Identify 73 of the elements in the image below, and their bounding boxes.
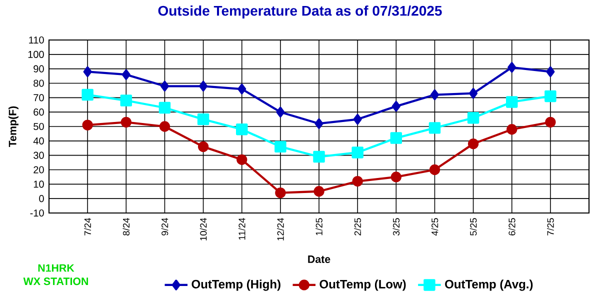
- point: [120, 94, 132, 106]
- point: [198, 141, 209, 152]
- point: [236, 124, 248, 136]
- y-tick-label: 110: [29, 36, 44, 44]
- x-axis-title: Date: [308, 256, 330, 263]
- legend-label: OutTemp (Avg.): [445, 280, 533, 291]
- x-tick-label: 12/24: [277, 218, 284, 240]
- y-tick-label: 30: [34, 152, 44, 159]
- legend-label: OutTemp (High): [192, 280, 280, 291]
- x-tick-label: 3/25: [392, 218, 400, 236]
- point: [82, 88, 94, 101]
- x-tick-label: 7/24: [84, 218, 91, 236]
- point: [506, 96, 518, 108]
- y-tick-label: 40: [33, 137, 44, 144]
- point: [390, 172, 402, 182]
- x-tick-label: 9/24: [161, 218, 168, 236]
- point: [159, 121, 170, 132]
- point: [506, 124, 518, 135]
- point: [545, 116, 556, 128]
- point: [122, 69, 130, 80]
- point: [352, 146, 364, 158]
- y-tick-label: 80: [34, 80, 44, 87]
- point: [429, 164, 440, 176]
- point: [546, 66, 555, 78]
- chart-title: Outside Temperature Data as of 07/31/2025: [158, 5, 442, 19]
- point: [313, 150, 325, 163]
- x-tick-label: 7/25: [547, 218, 554, 236]
- point: [544, 90, 556, 102]
- point: [120, 116, 132, 128]
- point: [199, 80, 208, 92]
- legend-label: OutTemp (Low): [320, 280, 406, 291]
- point: [83, 66, 92, 78]
- point: [158, 102, 171, 114]
- point: [353, 114, 362, 125]
- text: WX STATION: [23, 278, 88, 286]
- point: [275, 187, 286, 198]
- y-tick-label: 0: [39, 195, 44, 202]
- text: N1HRK: [38, 264, 74, 272]
- point: [352, 176, 363, 187]
- point: [274, 140, 286, 153]
- point: [238, 84, 246, 94]
- point: [508, 62, 516, 73]
- point: [428, 122, 441, 134]
- x-tick-label: 1/25: [316, 218, 322, 236]
- x-tick-label: 4/25: [431, 218, 438, 236]
- x-tick-label: 8/24: [122, 218, 130, 236]
- point: [276, 106, 285, 118]
- y-tick-label: 90: [34, 65, 44, 72]
- x-tick-label: 11/24: [238, 218, 246, 240]
- y-tick-label: 60: [34, 108, 44, 116]
- y-tick-label: -10: [30, 209, 44, 217]
- point: [468, 138, 479, 150]
- y-tick-label: 50: [34, 122, 44, 130]
- y-tick-label: 10: [34, 180, 44, 188]
- x-tick-label: 10/24: [200, 218, 207, 240]
- point: [430, 89, 439, 100]
- point: [160, 80, 169, 92]
- point: [197, 113, 210, 126]
- point: [467, 112, 480, 124]
- point: [314, 118, 324, 129]
- point: [392, 100, 400, 112]
- x-tick-label: 5/25: [470, 218, 477, 236]
- point: [236, 154, 248, 165]
- y-tick-label: 70: [34, 94, 44, 102]
- point: [82, 120, 93, 130]
- y-tick-label: 100: [28, 50, 44, 58]
- point: [469, 88, 478, 99]
- x-tick-label: 2/25: [354, 218, 361, 236]
- point: [314, 186, 324, 197]
- point: [390, 132, 402, 144]
- y-axis-title: Temp(F): [8, 106, 18, 148]
- x-tick-label: 6/25: [508, 218, 516, 236]
- y-tick-label: 20: [34, 166, 44, 174]
